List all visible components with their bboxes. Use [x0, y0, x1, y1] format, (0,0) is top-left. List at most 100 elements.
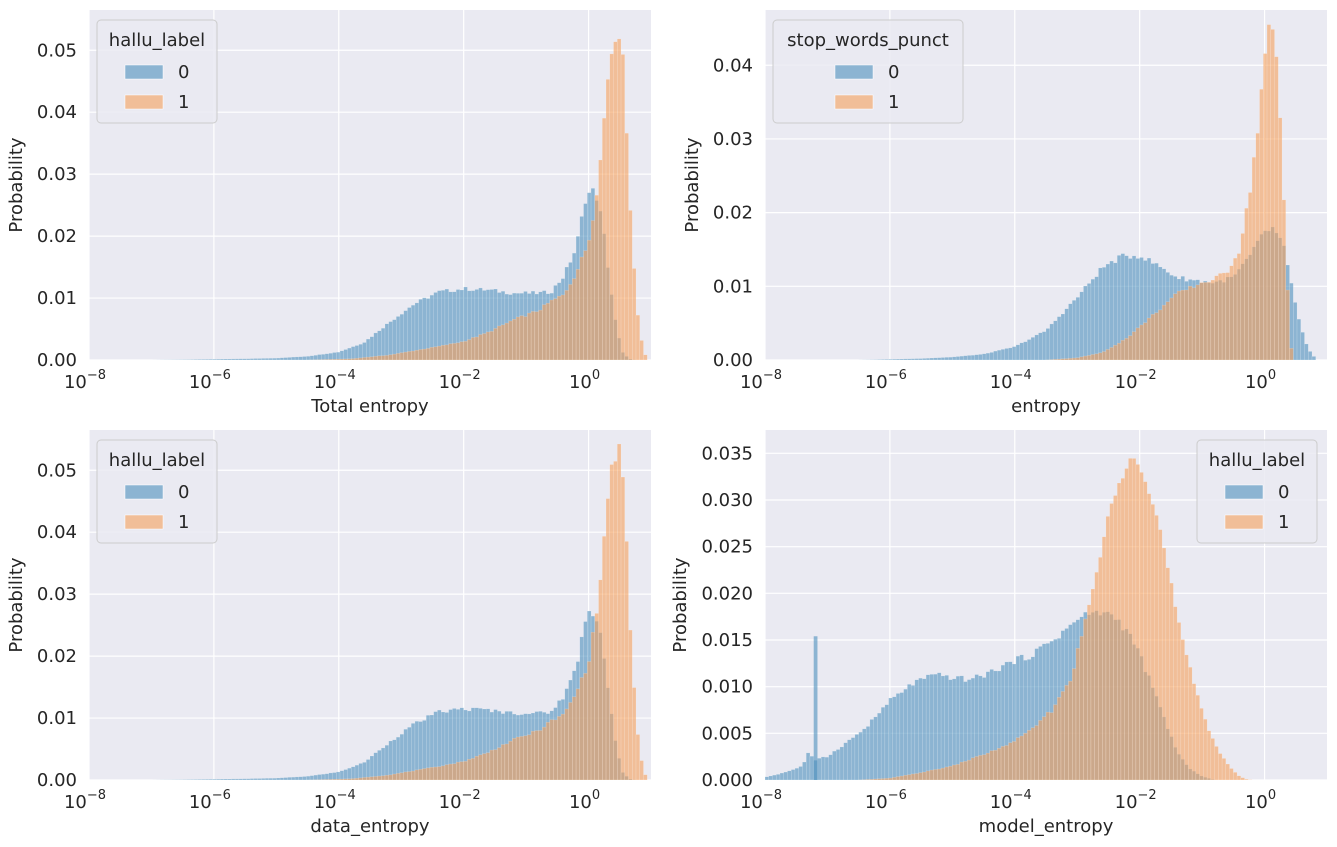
hist-bar-1	[1023, 733, 1028, 781]
hist-bar-1	[1139, 472, 1144, 781]
hist-bar-0	[264, 778, 270, 781]
hist-bar-1	[557, 295, 562, 361]
x-tick-label: 10−8	[740, 788, 782, 813]
hist-bar-1	[918, 772, 923, 781]
hist-bar-1	[403, 351, 408, 361]
hist-bar-1	[1240, 233, 1245, 361]
hist-bar-0	[1308, 351, 1313, 361]
hist-bar-0	[963, 355, 968, 361]
legend-swatch-0	[1224, 484, 1264, 500]
hist-bar-1	[914, 773, 919, 781]
series-1-bars	[306, 38, 648, 361]
hist-bar-1	[583, 673, 588, 781]
x-tick-label: 10−6	[865, 788, 907, 813]
hist-bar-1	[1124, 468, 1129, 781]
hist-bar-0	[339, 350, 344, 361]
hist-bar-1	[985, 752, 990, 781]
hist-bar-1	[482, 753, 487, 781]
hist-bar-0	[978, 354, 983, 361]
x-tick-label: 100	[569, 788, 600, 813]
hist-bar-1	[440, 765, 446, 781]
y-tick-label: 0.00	[37, 770, 77, 791]
hist-bar-1	[1218, 273, 1223, 361]
hist-bar-0	[944, 357, 949, 361]
hist-bar-1	[1289, 348, 1294, 361]
hist-bar-0	[914, 358, 919, 361]
hist-bar-1	[635, 314, 640, 361]
hist-bar-1	[1154, 312, 1159, 361]
hist-bar-0	[895, 358, 901, 361]
hist-bar-1	[1128, 335, 1133, 361]
hist-bar-1	[1105, 516, 1110, 781]
y-tick-label: 0.020	[701, 583, 753, 604]
hist-bar-0	[910, 358, 916, 361]
hist-bar-0	[1311, 356, 1316, 361]
hist-bar-1	[545, 722, 551, 781]
hist-bar-1	[944, 766, 949, 781]
hist-bar-1	[467, 759, 472, 781]
hist-bar-1	[485, 752, 491, 781]
hist-bar-1	[568, 284, 573, 361]
hist-bar-0	[328, 772, 333, 781]
hist-bar-1	[542, 304, 547, 361]
hist-bar-0	[216, 778, 221, 781]
x-tick-label: 10−8	[740, 368, 782, 393]
legend-swatch-1	[834, 94, 874, 110]
hist-bar-1	[1015, 737, 1020, 781]
hist-bar-1	[602, 536, 607, 781]
hist-bar-0	[189, 779, 195, 781]
hist-bar-0	[339, 770, 344, 781]
hist-bar-0	[1015, 344, 1020, 361]
y-tick-labels: 0.00 0.01 0.02 0.03 0.04 0.05	[37, 40, 77, 371]
hist-bar-0	[933, 357, 938, 361]
hist-bar-1	[1030, 727, 1035, 781]
hist-bar-1	[426, 348, 431, 361]
y-axis-label: Probability	[670, 557, 691, 652]
hist-bar-1	[1064, 685, 1069, 781]
hist-bar-0	[776, 774, 781, 781]
hist-bar-0	[358, 344, 363, 361]
hist-bar-0	[1293, 302, 1298, 361]
hist-bar-1	[963, 761, 968, 781]
hist-bar-1	[590, 631, 595, 781]
hist-bar-1	[1195, 695, 1200, 781]
hist-bar-0	[862, 728, 867, 781]
legend-swatch-0	[834, 64, 874, 80]
hist-bar-1	[617, 443, 622, 781]
hist-bar-0	[381, 327, 386, 361]
hist-bar-1	[377, 775, 382, 781]
hist-bar-1	[328, 359, 333, 361]
hist-bar-0	[253, 778, 258, 781]
hist-bar-0	[336, 771, 341, 781]
hist-bar-1	[1087, 355, 1092, 361]
hist-bar-1	[937, 768, 942, 781]
hist-bar-0	[899, 358, 904, 361]
hist-bar-1	[1060, 691, 1065, 781]
hist-bar-1	[351, 778, 356, 781]
y-tick-label: 0.01	[37, 708, 77, 729]
hist-bar-0	[910, 685, 916, 781]
y-tick-label: 0.005	[701, 723, 753, 744]
hist-bar-0	[238, 778, 243, 781]
hist-bar-1	[347, 778, 352, 781]
hist-bar-1	[892, 777, 897, 781]
x-tick-label: 10−2	[1115, 368, 1157, 393]
series-1-bars	[858, 458, 1253, 781]
hist-bar-1	[324, 779, 329, 781]
hist-bar-0	[835, 749, 841, 781]
hist-bar-1	[869, 779, 874, 781]
hist-bar-1	[455, 342, 461, 361]
hist-bar-0	[249, 358, 255, 361]
hist-bar-1	[399, 772, 404, 781]
hist-bar-0	[1000, 349, 1005, 361]
y-tick-label: 0.02	[713, 203, 753, 224]
x-tick-label: 100	[1245, 788, 1276, 813]
hist-bar-0	[880, 707, 886, 781]
hist-bar-1	[925, 770, 931, 781]
hist-bar-1	[1225, 272, 1230, 361]
hist-bar-1	[437, 345, 442, 361]
hist-bar-1	[1158, 529, 1163, 781]
hist-bar-0	[264, 358, 270, 361]
hist-bar-1	[1154, 515, 1159, 781]
hist-bar-1	[620, 54, 625, 361]
